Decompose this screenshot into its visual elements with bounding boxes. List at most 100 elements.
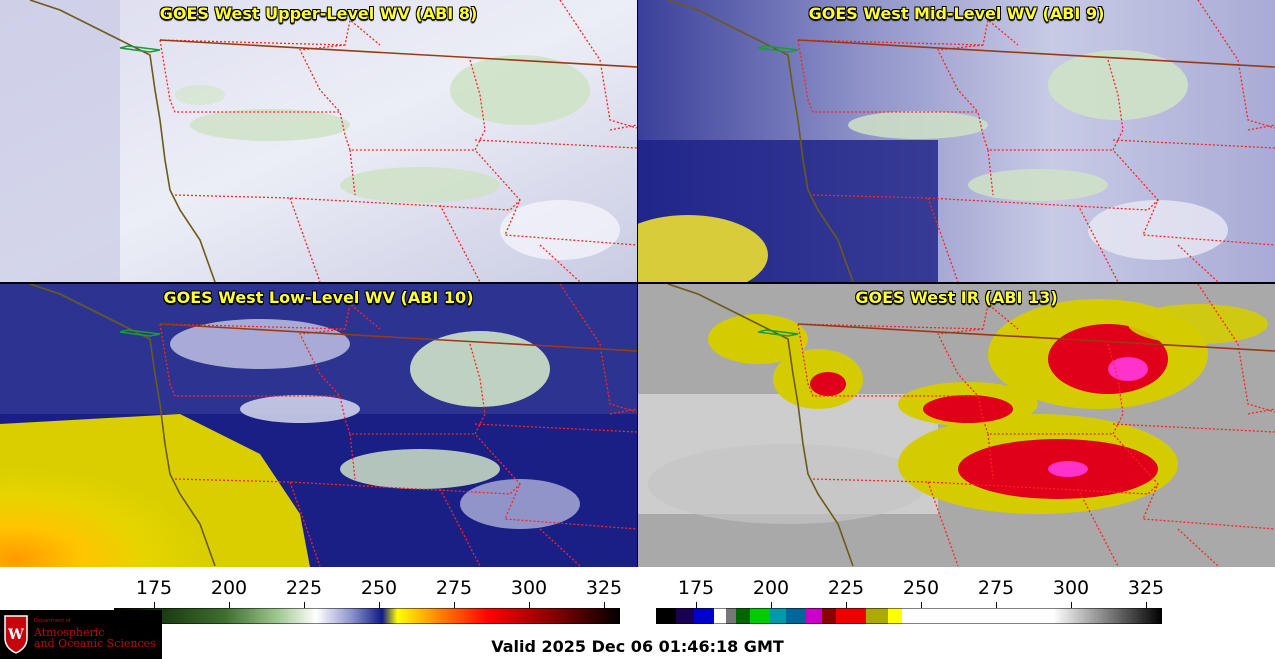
map-borders (29, 0, 637, 282)
colorbar-tick-label: 300 (1052, 577, 1090, 599)
state-border (937, 44, 984, 113)
colorbar-tick-label: 225 (827, 577, 865, 599)
state-border (539, 528, 581, 567)
state-border (559, 0, 637, 129)
state-border (797, 18, 1019, 46)
state-border (1112, 139, 1275, 149)
state-border (1107, 343, 1275, 530)
colorbar-tick-label: 325 (585, 577, 623, 599)
international-border (159, 323, 637, 352)
panel-title: GOES West IR (ABI 13) (855, 288, 1058, 307)
ir-image (638, 284, 1275, 567)
state-border (469, 59, 637, 246)
logo-oceanic: and Oceanic Sciences (34, 637, 156, 650)
state-border (937, 328, 984, 397)
puget-sound (119, 45, 161, 53)
state-border (1247, 124, 1275, 131)
state-border (797, 323, 1113, 435)
state-border (159, 323, 475, 435)
state-border (159, 302, 381, 330)
state-border (1077, 488, 1119, 567)
state-border (1177, 528, 1219, 567)
colorbar-tick-mark (1071, 602, 1072, 608)
coastline (29, 0, 216, 282)
colorbar-tick-mark (304, 602, 305, 608)
state-border (927, 481, 959, 567)
state-border (1197, 284, 1275, 413)
panel-upper-level-wv: GOES West Upper-Level WV (ABI 8) (0, 0, 637, 282)
upper-level-wv-image (0, 0, 637, 282)
international-border (797, 39, 1275, 68)
state-border (1197, 0, 1275, 129)
state-border (159, 18, 381, 46)
logo-department: Department of (34, 618, 71, 624)
state-border (559, 284, 637, 413)
state-border (609, 408, 637, 415)
panel-title: GOES West Upper-Level WV (ABI 8) (159, 4, 478, 23)
coastline (29, 284, 216, 567)
state-border (927, 197, 959, 282)
state-border (539, 244, 581, 282)
state-border (1247, 408, 1275, 415)
colorbar-tick-mark (604, 602, 605, 608)
coastline (667, 0, 854, 282)
colorbar-tick-mark (846, 602, 847, 608)
colorbar-tick-mark (771, 602, 772, 608)
state-border (1177, 244, 1219, 282)
colorbar-tick-mark (529, 602, 530, 608)
colorbar-tick-mark (229, 602, 230, 608)
map-borders (667, 284, 1275, 567)
state-border (1107, 59, 1275, 246)
colorbar-tick-label: 175 (677, 577, 715, 599)
panel-ir: GOES West IR (ABI 13) (638, 284, 1275, 567)
coastline (667, 284, 854, 567)
state-border (812, 478, 1159, 495)
puget-sound (119, 329, 161, 337)
colorbar-tick-mark (454, 602, 455, 608)
colorbar-tick-label: 200 (210, 577, 248, 599)
state-border (174, 194, 521, 211)
colorbar-tick-label: 300 (510, 577, 548, 599)
colorbar-tick-label: 250 (902, 577, 940, 599)
state-border (609, 124, 637, 131)
uw-crest-icon: W (4, 615, 28, 654)
state-border (797, 302, 1019, 330)
state-border (1112, 423, 1275, 433)
panel-low-level-wv: GOES West Low-Level WV (ABI 10) (0, 284, 637, 567)
wv-colorbar (114, 608, 620, 624)
state-border (174, 478, 521, 495)
puget-sound (757, 329, 799, 337)
state-border (797, 39, 1113, 151)
panel-title: GOES West Mid-Level WV (ABI 9) (808, 4, 1105, 23)
colorbar-tick-label: 225 (285, 577, 323, 599)
state-border (812, 194, 1159, 211)
state-border (289, 197, 321, 282)
colorbar-tick-mark (379, 602, 380, 608)
state-border (349, 433, 356, 480)
state-border (439, 204, 481, 282)
map-borders (667, 0, 1275, 282)
state-border (1077, 204, 1119, 282)
valid-time: Valid 2025 Dec 06 01:46:18 GMT (491, 637, 784, 656)
international-border (797, 323, 1275, 352)
state-border (299, 44, 346, 113)
panel-title: GOES West Low-Level WV (ABI 10) (163, 288, 474, 307)
low-level-wv-image (0, 284, 637, 567)
state-border (987, 433, 994, 480)
panel-divider-horizontal (0, 282, 1275, 284)
state-border (349, 149, 356, 196)
colorbar-tick-label: 250 (360, 577, 398, 599)
puget-sound (757, 45, 799, 53)
map-borders (29, 284, 637, 567)
state-border (474, 423, 637, 433)
colorbar-tick-mark (996, 602, 997, 608)
ir-colorbar (656, 608, 1162, 624)
panel-mid-level-wv: GOES West Mid-Level WV (ABI 9) (638, 0, 1275, 282)
international-border (159, 39, 637, 68)
colorbar-tick-label: 175 (135, 577, 173, 599)
colorbar-tick-mark (921, 602, 922, 608)
colorbar-tick-label: 200 (752, 577, 790, 599)
state-border (987, 149, 994, 196)
colorbar-tick-label: 325 (1127, 577, 1165, 599)
colorbar-tick-mark (154, 602, 155, 608)
